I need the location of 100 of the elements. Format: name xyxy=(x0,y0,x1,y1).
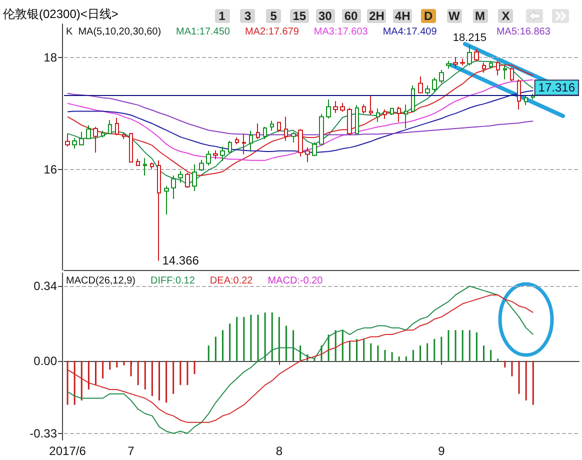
y-tick-label: 0.34 xyxy=(34,279,58,294)
y-tick-label: 18 xyxy=(44,50,58,65)
candlestick xyxy=(319,114,324,146)
candlestick xyxy=(93,126,98,154)
toolbar-button: D xyxy=(420,9,436,23)
x-tick-label: 7 xyxy=(128,444,135,458)
y-tick-label: -0.33 xyxy=(30,426,58,440)
toolbar-button: 4H xyxy=(393,9,412,23)
candlestick xyxy=(404,104,408,130)
candlestick xyxy=(199,159,204,172)
candlestick xyxy=(206,150,211,166)
text: MA1:17.450 xyxy=(176,26,230,38)
text: MA3:17.603 xyxy=(314,26,368,38)
text: MA2:17.679 xyxy=(244,26,300,38)
y-tick-label: 16 xyxy=(44,162,58,176)
candlestick xyxy=(277,121,281,132)
candlestick xyxy=(460,58,465,66)
candlestick xyxy=(143,158,147,176)
candlestick xyxy=(164,186,169,216)
toolbar-button: 3 xyxy=(240,9,256,23)
candlestick xyxy=(101,130,105,138)
text: MA5:16.863 xyxy=(496,26,551,38)
candlestick xyxy=(291,131,296,144)
candlestick xyxy=(446,60,451,70)
line-series xyxy=(67,90,534,154)
annotation: 18.215 xyxy=(452,32,486,44)
toolbar-button: 30 xyxy=(316,9,335,23)
line-series xyxy=(67,92,534,136)
candlestick xyxy=(503,65,507,80)
candlestick xyxy=(284,116,288,142)
candlestick xyxy=(115,117,119,136)
toolbar-button: M xyxy=(472,9,488,23)
x-tick-label: 9 xyxy=(438,444,446,458)
candlestick xyxy=(418,76,423,94)
candlestick xyxy=(305,147,310,163)
text: MACD:-0.20 xyxy=(268,276,324,286)
candlestick xyxy=(129,132,133,164)
toolbar-button: 15 xyxy=(290,9,309,23)
candlestick xyxy=(411,85,415,112)
candlestick xyxy=(220,146,225,162)
candlestick xyxy=(376,108,380,122)
candlestick xyxy=(369,96,373,116)
text: DEA:0.22 xyxy=(210,276,254,286)
candlestick xyxy=(136,158,140,167)
candlestick xyxy=(213,150,218,160)
toolbar-button: 1 xyxy=(214,9,230,23)
ref-line-label: 17.316 xyxy=(538,80,576,95)
candlestick xyxy=(333,100,338,114)
candlestick xyxy=(122,132,126,140)
toolbar-button: W xyxy=(446,9,462,23)
candlestick xyxy=(79,131,84,146)
candlestick xyxy=(108,120,112,135)
candlestick xyxy=(489,62,493,70)
x-tick-label: 8 xyxy=(276,444,283,458)
candlestick xyxy=(467,45,472,66)
candlestick xyxy=(425,85,430,95)
candlestick xyxy=(439,69,444,84)
candlestick xyxy=(263,126,267,140)
candlestick xyxy=(355,104,359,135)
toolbar-button: 2H xyxy=(367,9,386,23)
toolbar-button: 60 xyxy=(342,9,360,23)
candlestick xyxy=(150,162,154,170)
toolbar-button: X xyxy=(498,9,514,23)
candlestick xyxy=(171,175,176,200)
chart-title: 伦敦银(02300)<日线> xyxy=(3,7,118,21)
candlestick xyxy=(256,123,260,140)
candlestick xyxy=(432,77,437,92)
legend-title: MACD(26,12,9) xyxy=(66,276,136,286)
candlestick xyxy=(235,136,239,145)
line-series xyxy=(67,79,534,161)
candlestick xyxy=(298,128,303,158)
candlestick xyxy=(362,104,366,114)
candlestick xyxy=(397,106,401,122)
text: MA4:17.409 xyxy=(382,26,438,38)
candlestick xyxy=(249,130,253,151)
candlestick xyxy=(228,140,232,154)
candlestick xyxy=(86,124,91,140)
candlestick xyxy=(340,102,345,112)
candlestick xyxy=(72,138,77,150)
legend-title: K MA(5,10,20,30,60) xyxy=(66,26,162,38)
candlestick xyxy=(312,142,317,156)
candlestick xyxy=(242,134,246,155)
candlestick xyxy=(510,67,514,82)
candlestick xyxy=(453,56,458,68)
candlestick xyxy=(270,120,274,132)
candlestick xyxy=(65,133,70,147)
candlestick xyxy=(390,107,394,116)
candlestick xyxy=(347,107,352,136)
candlestick xyxy=(192,164,197,192)
text: DIFF:0.12 xyxy=(150,276,196,286)
candlestick xyxy=(383,109,387,120)
annotation: 14.366 xyxy=(162,254,200,268)
candlestick xyxy=(517,78,521,110)
candlestick xyxy=(326,98,331,119)
candlestick xyxy=(474,48,479,62)
y-tick-label: 0.00 xyxy=(34,354,58,368)
candlestick xyxy=(524,94,528,106)
candlestick xyxy=(178,170,183,184)
candlestick xyxy=(157,160,161,262)
toolbar-button: 5 xyxy=(266,9,282,23)
